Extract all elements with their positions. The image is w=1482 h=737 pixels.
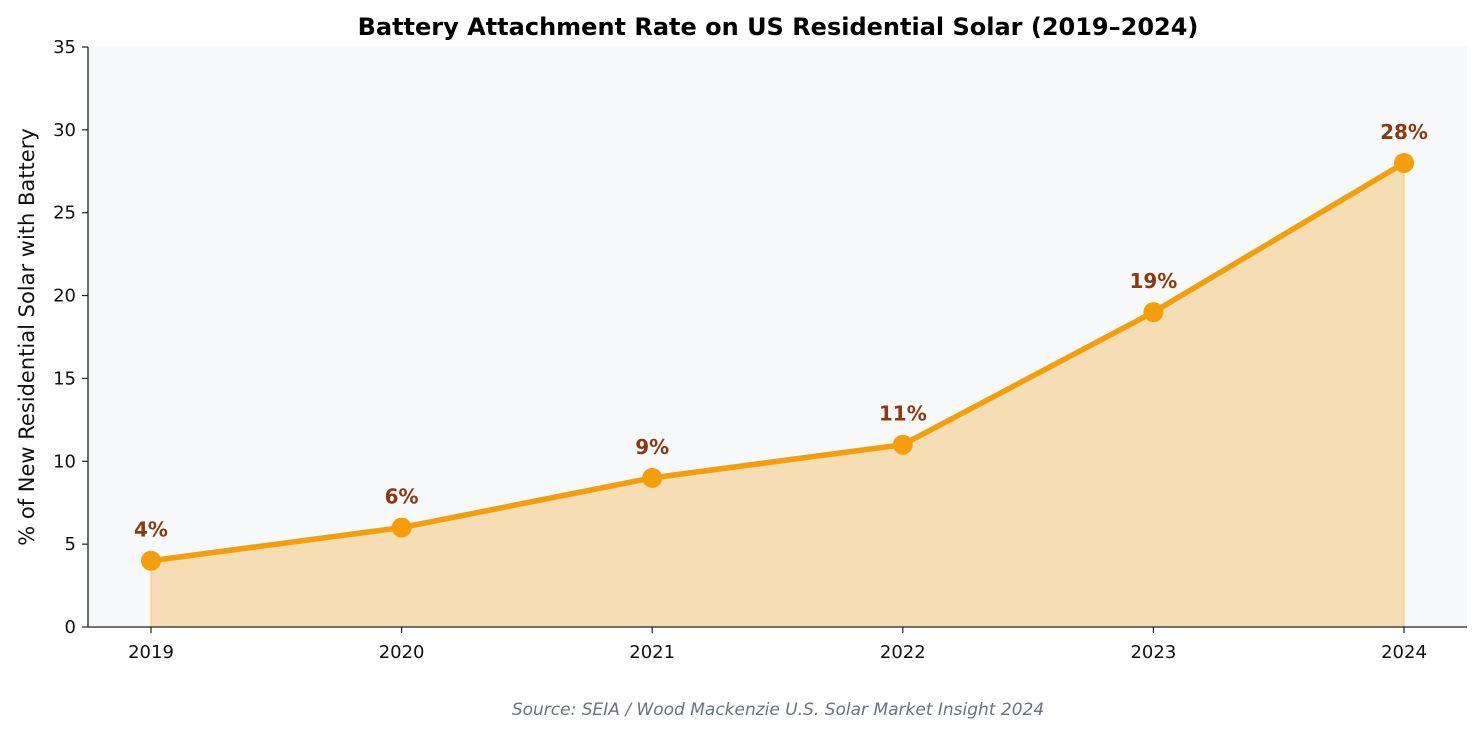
x-tick-label: 2021 [629, 642, 675, 663]
x-tick-label: 2023 [1130, 642, 1176, 663]
x-tick-label: 2022 [880, 642, 926, 663]
y-tick-label: 25 [53, 203, 76, 224]
data-point [892, 434, 913, 455]
chart-title: Battery Attachment Rate on US Residentia… [358, 13, 1199, 41]
x-tick-label: 2024 [1381, 642, 1427, 663]
y-tick-label: 5 [65, 534, 76, 555]
data-label: 11% [879, 402, 927, 426]
y-tick-label: 30 [53, 120, 76, 141]
data-point [141, 550, 161, 571]
y-tick-label: 0 [65, 617, 76, 638]
data-label: 6% [385, 485, 419, 509]
y-axis-label: % of New Residential Solar with Battery [15, 128, 39, 546]
y-tick-label: 35 [53, 37, 76, 58]
x-tick-label: 2019 [128, 642, 174, 663]
data-label: 9% [635, 435, 669, 459]
x-tick-label: 2020 [379, 642, 425, 663]
y-tick-label: 15 [53, 368, 76, 389]
series-line [150, 160, 1406, 564]
data-point [391, 517, 412, 538]
data-point [1143, 302, 1164, 323]
data-point [642, 467, 663, 488]
y-tick-label: 20 [53, 286, 76, 307]
y-tick-label: 10 [53, 451, 76, 472]
data-label: 28% [1380, 120, 1428, 144]
data-point [1394, 153, 1414, 173]
data-label: 19% [1129, 269, 1177, 293]
source-note: Source: SEIA / Wood Mackenzie U.S. Solar… [512, 700, 1044, 720]
data-label: 4% [134, 518, 168, 542]
